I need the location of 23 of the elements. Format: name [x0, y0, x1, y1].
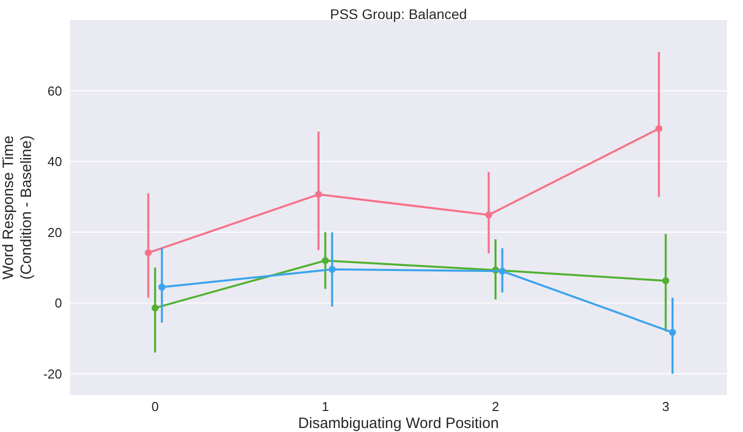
point — [655, 125, 662, 132]
chart-title: PSS Group: Balanced — [330, 6, 467, 22]
x-tick-label: 0 — [151, 399, 159, 414]
y-tick-label: 20 — [48, 224, 62, 240]
point — [498, 268, 506, 275]
point — [328, 266, 336, 273]
point — [322, 257, 329, 264]
point — [669, 328, 676, 336]
point — [485, 211, 492, 218]
y-axis-title: Word Response Time (Condition - Baseline) — [0, 135, 35, 280]
x-axis-title: Disambiguating Word Position — [298, 415, 499, 432]
x-tick-label: 2 — [492, 399, 500, 414]
y-tick-label: 0 — [54, 296, 62, 311]
point — [144, 249, 152, 256]
y-tick-label: 40 — [48, 154, 62, 170]
y-tick-label: 60 — [48, 83, 62, 98]
point — [158, 284, 166, 291]
x-tick-label: 3 — [662, 399, 670, 414]
point — [662, 277, 670, 284]
x-tick-label: 1 — [322, 399, 329, 414]
y-tick-label: -20 — [43, 366, 62, 382]
point — [152, 304, 159, 312]
point — [315, 190, 322, 198]
